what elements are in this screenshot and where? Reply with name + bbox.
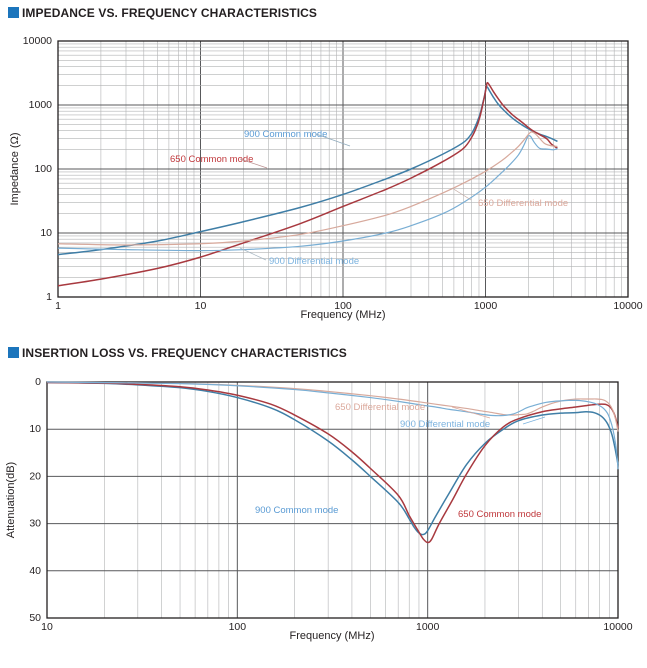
svg-text:100: 100	[229, 621, 247, 633]
svg-text:650 Differential mode: 650 Differential mode	[335, 402, 425, 413]
svg-text:Impedance (Ω): Impedance (Ω)	[9, 132, 21, 205]
svg-text:900 Common mode: 900 Common mode	[244, 129, 327, 140]
svg-text:Frequency (MHz): Frequency (MHz)	[290, 630, 375, 642]
svg-text:1000: 1000	[474, 300, 498, 312]
svg-text:10000: 10000	[603, 621, 632, 633]
svg-text:900 Differential mode: 900 Differential mode	[269, 256, 359, 267]
svg-text:50: 50	[29, 612, 41, 624]
svg-text:900 Common mode: 900 Common mode	[255, 505, 338, 516]
svg-text:Frequency (MHz): Frequency (MHz)	[301, 309, 386, 321]
svg-text:Attenuation(dB): Attenuation(dB)	[5, 462, 17, 538]
svg-text:1: 1	[55, 300, 61, 312]
svg-text:100: 100	[34, 163, 52, 175]
svg-text:1000: 1000	[29, 99, 53, 111]
svg-text:30: 30	[29, 518, 41, 530]
svg-text:10000: 10000	[23, 35, 52, 47]
svg-text:40: 40	[29, 565, 41, 577]
svg-text:650 Common mode: 650 Common mode	[458, 509, 541, 520]
svg-text:10000: 10000	[613, 300, 642, 312]
svg-text:10: 10	[41, 621, 53, 633]
svg-text:900 Differential mode: 900 Differential mode	[400, 419, 490, 430]
svg-text:20: 20	[29, 470, 41, 482]
svg-text:1: 1	[46, 291, 52, 303]
svg-text:10: 10	[195, 300, 207, 312]
svg-text:10: 10	[29, 423, 41, 435]
svg-text:10: 10	[40, 227, 52, 239]
svg-text:650 Differential mode: 650 Differential mode	[478, 198, 568, 209]
svg-text:1000: 1000	[416, 621, 440, 633]
svg-text:0: 0	[35, 376, 41, 388]
